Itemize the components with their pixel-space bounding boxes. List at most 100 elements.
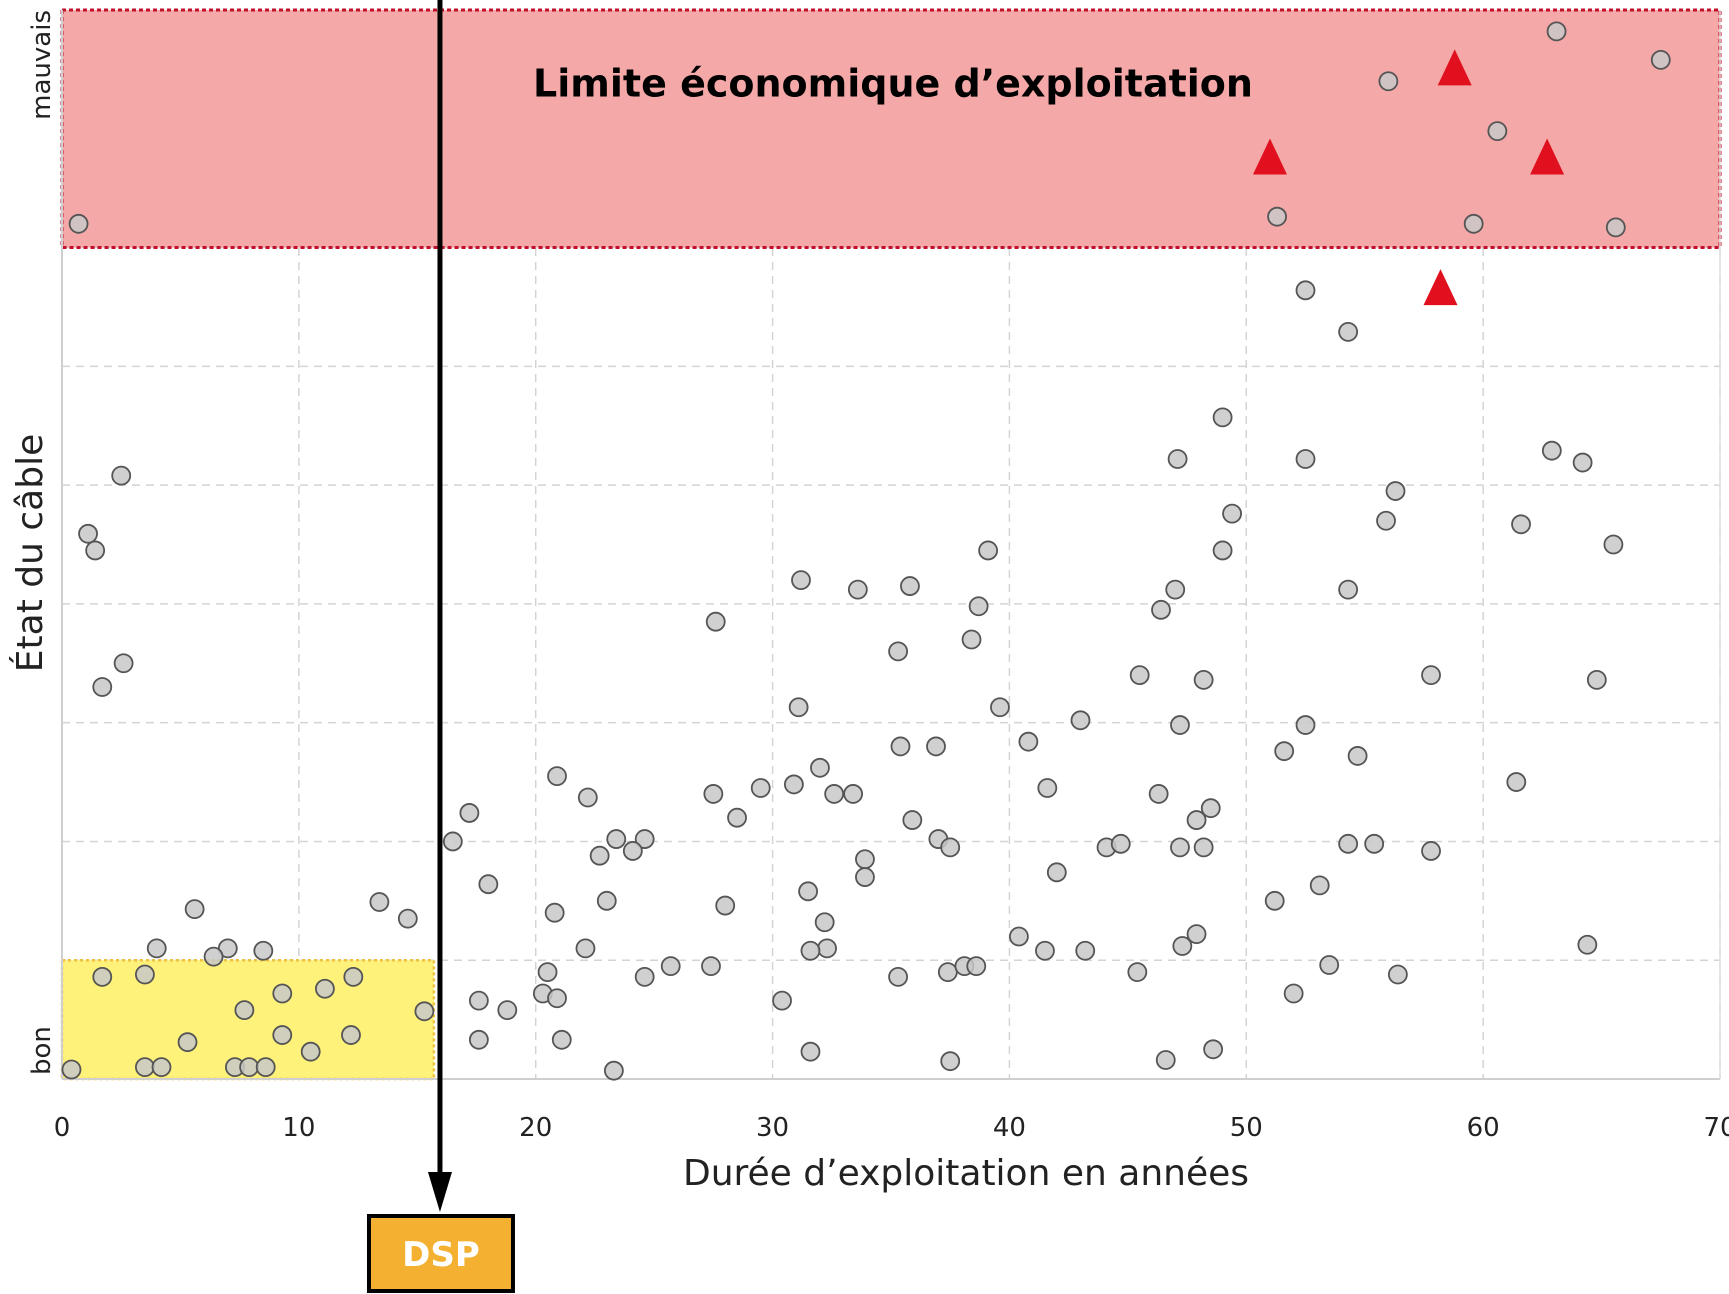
data-point (1605, 217, 1626, 238)
data-point (1274, 741, 1295, 762)
shaded-regions (60, 8, 1722, 1081)
data-point (341, 1025, 361, 1045)
data-point (705, 611, 726, 632)
data-point (1603, 534, 1624, 555)
data-point (146, 938, 167, 959)
data-point (184, 899, 205, 920)
data-point (1267, 206, 1287, 227)
data-point (1577, 934, 1598, 955)
data-point (459, 803, 480, 823)
data-point (547, 988, 567, 1009)
y-axis-title: État du câble (9, 434, 51, 672)
data-point (902, 810, 923, 830)
axes: 0 10 20 30 40 50 60 70 (54, 10, 1729, 1143)
data-point (1009, 926, 1029, 947)
data-point (622, 841, 643, 861)
warning-triangle (1530, 138, 1565, 175)
data-point (1463, 213, 1484, 234)
data-point (1172, 936, 1193, 956)
data-point (575, 938, 596, 959)
data-point (1212, 540, 1233, 561)
data-point (151, 1057, 172, 1078)
data-point (1421, 841, 1441, 861)
data-point (750, 778, 771, 798)
warning-triangle (1437, 49, 1472, 86)
data-point (1309, 875, 1330, 896)
data-point (272, 983, 293, 1004)
data-point (890, 736, 911, 757)
data-point (497, 1000, 518, 1021)
data-point (940, 837, 961, 858)
data-point (1295, 715, 1316, 735)
data-point (1295, 449, 1316, 469)
data-point (547, 766, 567, 787)
data-point (589, 845, 610, 866)
data-point (824, 784, 845, 804)
data-point (397, 908, 418, 929)
data-point (847, 579, 868, 600)
data-point (1378, 71, 1399, 92)
data-point (272, 1025, 293, 1045)
data-point (1170, 837, 1190, 858)
data-point (369, 892, 390, 912)
data-point (1264, 890, 1285, 911)
data-point (798, 881, 818, 902)
data-point (1046, 862, 1067, 883)
x-tick-label: 10 (282, 1113, 315, 1143)
data-point (92, 966, 113, 987)
data-point (814, 912, 835, 933)
dsp-arrow-head (427, 1172, 452, 1212)
data-point (900, 576, 920, 596)
data-point (414, 1001, 435, 1022)
x-tick-label: 30 (756, 1113, 789, 1143)
data-point (888, 966, 909, 987)
data-point (1506, 772, 1527, 792)
data-point (715, 895, 736, 916)
data-point (634, 829, 655, 849)
data-point (810, 757, 830, 778)
data-point (978, 540, 999, 561)
data-point (1075, 940, 1096, 961)
data-point (85, 540, 106, 561)
data-point (788, 697, 809, 718)
data-point (1186, 924, 1207, 944)
data-point (1167, 449, 1188, 469)
data-point (134, 964, 155, 985)
data-point (468, 1029, 489, 1050)
data-point (961, 629, 982, 650)
data-point (255, 1057, 276, 1078)
data-point (1387, 964, 1408, 985)
data-point (537, 962, 558, 982)
data-point (701, 956, 721, 977)
data-point (468, 990, 489, 1011)
warning-markers (1252, 49, 1565, 306)
data-point (1487, 121, 1508, 142)
data-point (544, 902, 565, 923)
data-point (1203, 1039, 1224, 1060)
data-point (968, 596, 989, 617)
data-point (234, 1000, 255, 1021)
data-point (300, 1041, 321, 1062)
data-point (111, 465, 132, 486)
data-point (660, 956, 681, 977)
data-point (703, 784, 724, 804)
data-point (442, 831, 463, 852)
data-point (1421, 665, 1441, 686)
data-point (1037, 778, 1058, 798)
data-point (1193, 670, 1214, 690)
data-point (855, 849, 875, 870)
x-axis-title: Durée d’exploitation en années (683, 1153, 1249, 1194)
data-point (727, 807, 747, 828)
data-point (1364, 833, 1385, 854)
data-point (239, 1057, 260, 1078)
data-point (78, 523, 98, 544)
data-point (1186, 810, 1207, 830)
data-point (1338, 579, 1359, 600)
data-point (1193, 837, 1214, 858)
data-point (1170, 715, 1190, 735)
data-point (800, 940, 821, 961)
data-point (1572, 452, 1593, 473)
data-point (1148, 784, 1169, 804)
data-point (1035, 940, 1055, 961)
